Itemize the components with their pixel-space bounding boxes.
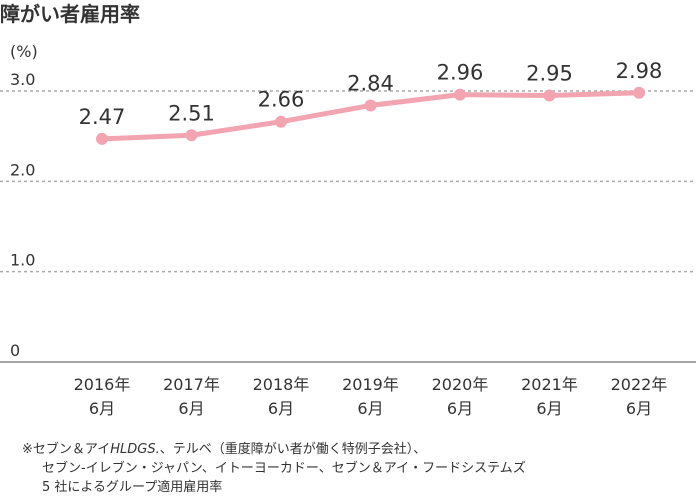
y-tick-label: 2.0 — [10, 160, 35, 179]
data-label: 2.47 — [79, 105, 126, 129]
gridlines — [0, 90, 696, 273]
x-tick-label-year: 2017年 — [163, 375, 220, 394]
x-tick-label-month: 6月 — [447, 399, 473, 418]
data-point — [96, 132, 108, 145]
footnote-line-1-suffix: 、テルベ（重度障がい者が働く特例子会社）、 — [159, 442, 427, 457]
footnote-line-3: 5 社によるグループ適用雇用率 — [42, 480, 223, 495]
x-tick-label-year: 2022年 — [611, 375, 668, 394]
y-tick-label: 0 — [10, 341, 20, 360]
data-label: 2.66 — [258, 88, 305, 112]
x-tick-label-month: 6月 — [626, 399, 652, 418]
x-tick-label-month: 6月 — [268, 399, 294, 418]
data-point — [364, 99, 377, 112]
x-tick-label-year: 2019年 — [342, 375, 399, 394]
series-layer: 2.47 2.51 2.66 2.84 2.96 2.95 2.98 — [79, 59, 663, 145]
y-axis-ticks: 0 1.0 2.0 3.0 — [10, 70, 35, 360]
data-point — [185, 129, 198, 142]
footnote-line-1: ※セブン＆アイHLDGS.、テルベ（重度障がい者が働く特例子会社）、 — [22, 440, 692, 459]
line-chart: 障がい者雇用率 (%) 01.02.03.0 2.47 2.512.662.84 2… — [0, 2, 696, 418]
x-tick-label-month: 6月 — [357, 399, 383, 418]
x-tick-label-month: 6月 — [178, 399, 204, 418]
data-label: 2.84 — [347, 71, 394, 95]
y-axis-unit-label: (%) — [10, 42, 38, 61]
x-tick-label-month: 6月 — [89, 399, 115, 418]
data-label: 2.95 — [526, 62, 573, 86]
data-label: 2.51 — [168, 101, 215, 125]
data-point — [633, 86, 645, 99]
data-label: 2.98 — [616, 59, 663, 83]
data-label: 2.96 — [437, 61, 484, 85]
footnote: ※セブン＆アイHLDGS.、テルベ（重度障がい者が働く特例子会社）、 セブン‐イ… — [22, 440, 692, 497]
x-axis-ticks: 2016年 6月 2017年 6月 2018年 6月 2019年 6月 2020年 6月 2021年… — [74, 375, 668, 418]
x-tick-label-year: 2016年 — [74, 375, 131, 394]
x-tick-label-month: 6月 — [536, 399, 562, 418]
data-point — [275, 115, 287, 128]
y-tick-label: 1.0 — [10, 251, 35, 270]
data-point — [454, 88, 466, 101]
data-point — [543, 89, 556, 102]
x-tick-label-year: 2021年 — [521, 375, 578, 394]
footnote-line-1-prefix: ※セブン＆アイ — [22, 442, 111, 457]
y-tick-label: 3.0 — [10, 70, 35, 89]
chart-title: 障がい者雇用率 — [0, 2, 140, 26]
footnote-line-2: セブン‐イレブン・ジャパン、イトーヨーカドー、セブン＆アイ・フードシステムズ — [42, 461, 526, 476]
footnote-line-1-italic: HLDGS. — [110, 442, 160, 457]
x-tick-label-year: 2020年 — [432, 375, 489, 394]
x-tick-label-year: 2018年 — [253, 375, 310, 394]
